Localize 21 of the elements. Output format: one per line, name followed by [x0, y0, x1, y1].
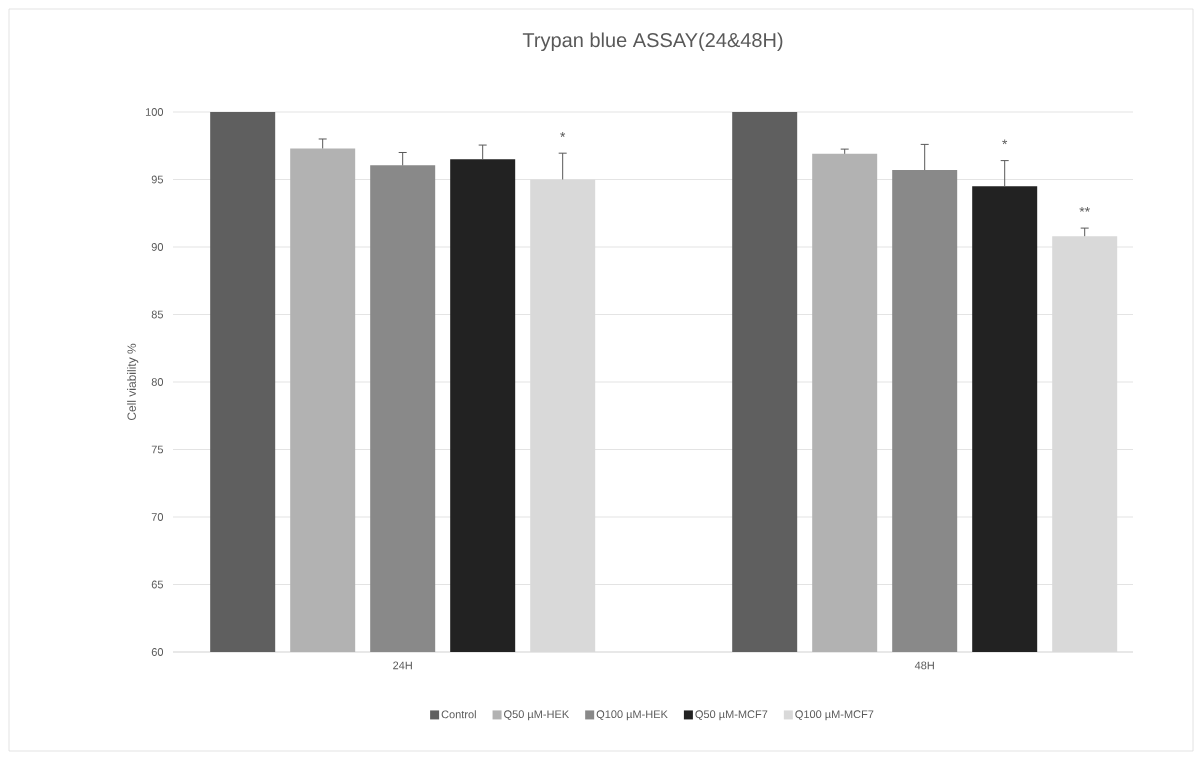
data-label: **: [1079, 206, 1090, 212]
y-tick-label: 80: [151, 378, 164, 386]
legend-label: Q100 µM-MCF7: [795, 710, 874, 721]
y-tick-label: 65: [151, 580, 164, 589]
y-tick-label: 60: [151, 648, 164, 656]
y-tick-label: 95: [151, 175, 164, 184]
legend-label: Q100 µM-HEK: [596, 710, 668, 721]
legend-label: Control: [441, 710, 476, 719]
data-label: *: [1002, 139, 1008, 145]
x-tick-label: 48H: [914, 661, 934, 670]
x-tick-label: 24H: [393, 661, 412, 670]
y-tick-label: 70: [151, 513, 164, 521]
y-tick-label: 90: [151, 243, 164, 251]
y-axis-title: Cell viability %: [127, 343, 139, 421]
legend-label: Q50 µM-MCF7: [695, 710, 768, 721]
y-tick-label: 75: [151, 445, 164, 454]
legend-label: Q50 µM-HEK: [504, 710, 570, 721]
chart-title: Trypan blue ASSAY(24&48H): [522, 32, 783, 52]
y-tick-label: 85: [151, 310, 164, 319]
data-label: *: [560, 132, 566, 137]
y-tick-label: 100: [145, 108, 164, 116]
